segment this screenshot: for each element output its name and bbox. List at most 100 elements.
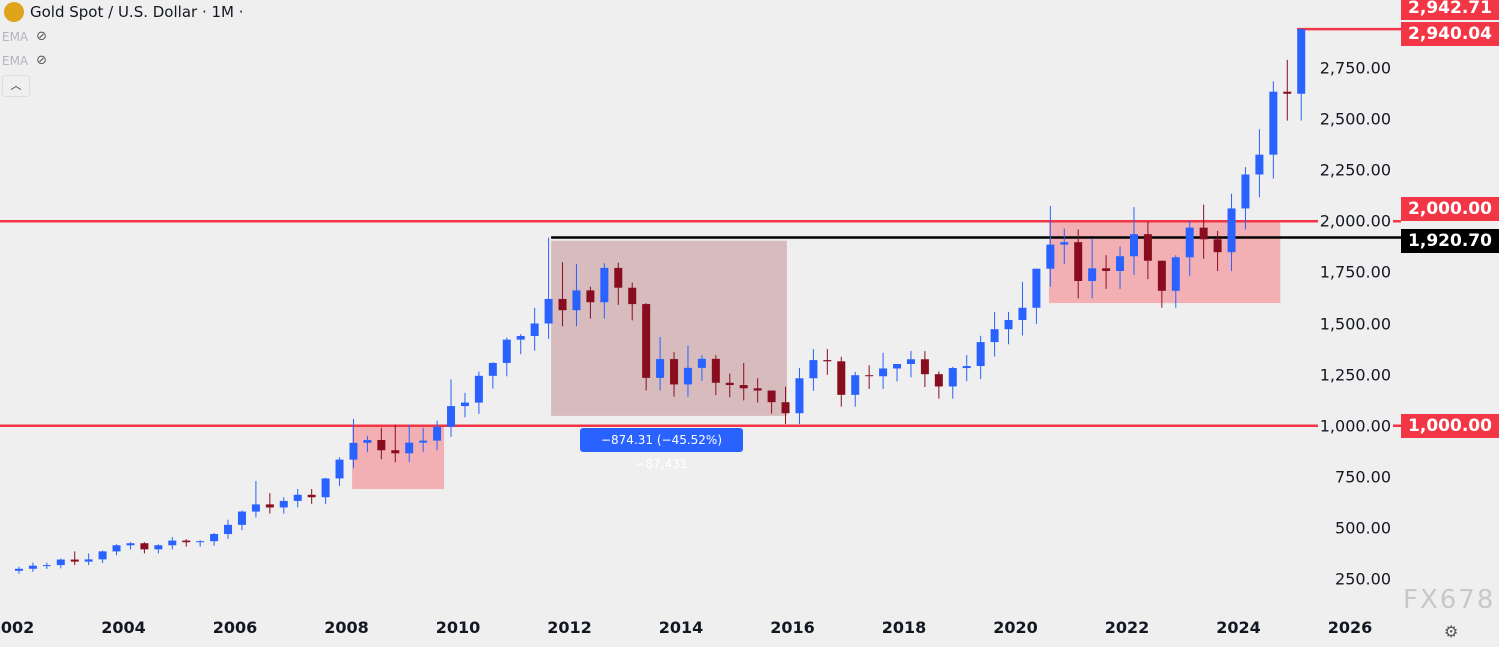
x-axis-label: 2004 <box>101 618 146 637</box>
candle-body <box>391 450 400 454</box>
candle-body <box>182 540 191 543</box>
chevron-up-icon[interactable]: ︿ <box>2 75 30 97</box>
x-axis-label: 2006 <box>212 618 258 637</box>
candle-body <box>893 363 902 369</box>
y-axis-label: 1,000.00 <box>1317 416 1393 436</box>
candle-body <box>154 545 163 550</box>
x-axis-label: 2024 <box>1216 618 1261 637</box>
candle-body <box>628 287 637 305</box>
candle-body <box>1171 257 1180 291</box>
candle-body <box>474 375 483 403</box>
candle-body <box>279 500 288 508</box>
y-axis-label: 1,500.00 <box>1317 314 1393 333</box>
indicator-ema-2[interactable]: EMA ⊘ <box>2 53 47 68</box>
x-axis-label: 2022 <box>1104 618 1150 637</box>
candle-body <box>140 543 149 550</box>
candle-body <box>516 335 525 340</box>
candle-body <box>990 329 999 343</box>
candle-body <box>349 442 358 460</box>
candle-body <box>1088 268 1097 281</box>
candle-body <box>837 361 846 395</box>
candle-body <box>586 290 595 303</box>
candle-body <box>1074 242 1083 281</box>
symbol-legend[interactable]: Gold Spot / U.S. Dollar · 1M · <box>4 2 244 22</box>
candle-body <box>1143 234 1152 261</box>
y-axis-label: 500.00 <box>1333 518 1393 538</box>
x-axis-label: 2020 <box>993 618 1038 637</box>
candle-body <box>1060 242 1069 245</box>
candle-body <box>1116 256 1125 271</box>
candle-body <box>544 298 553 324</box>
candle-body <box>530 323 539 336</box>
price-tag: 2,940.04 <box>1401 22 1499 47</box>
candle-body <box>1255 154 1264 175</box>
y-axis-label: 2,250.00 <box>1317 160 1393 180</box>
gear-icon[interactable]: ⚙ <box>1444 622 1459 641</box>
candle-body <box>920 359 929 375</box>
candle-body <box>56 559 65 566</box>
candle-body <box>558 298 567 311</box>
candle-body <box>70 559 79 562</box>
eye-off-icon[interactable]: ⊘ <box>36 29 48 44</box>
indicator-label: EMA <box>2 53 29 68</box>
price-tag: 2,942.71 <box>1401 0 1499 20</box>
candle-body <box>697 358 706 368</box>
y-axis-label: 1,750.00 <box>1317 262 1393 282</box>
candle-body <box>1283 91 1292 94</box>
candle-body <box>711 358 720 383</box>
price-tag: 1,920.70 <box>1401 229 1499 253</box>
candle-body <box>1032 268 1041 308</box>
candle-body <box>405 442 414 454</box>
y-axis-label: 2,000.00 <box>1317 211 1393 231</box>
candle-body <box>84 559 93 562</box>
candle-body <box>976 342 985 367</box>
candle-body <box>335 459 344 479</box>
candle-body <box>1199 227 1208 240</box>
candle-body <box>767 390 776 403</box>
candle-body <box>168 540 177 546</box>
range-box <box>352 425 445 490</box>
x-axis-label: 2016 <box>770 618 815 637</box>
x-axis-label: 2002 <box>0 618 35 637</box>
candle-body <box>502 339 511 363</box>
candle-body <box>460 402 469 407</box>
candle-body <box>670 359 679 385</box>
candle-body <box>739 385 748 389</box>
candle-body <box>865 375 874 377</box>
candle-body <box>1269 91 1278 155</box>
candle-body <box>126 543 135 546</box>
x-axis-label: 2008 <box>324 618 369 637</box>
candle-body <box>823 360 832 362</box>
y-axis-label: 750.00 <box>1333 467 1393 487</box>
candle-body <box>753 388 762 391</box>
watermark: FX678 <box>1403 585 1496 615</box>
y-axis-label: 1,250.00 <box>1317 365 1393 385</box>
candle-body <box>224 524 233 535</box>
candle-body <box>600 267 609 303</box>
x-axis-label: 2018 <box>881 618 927 637</box>
candle-body <box>1102 268 1111 271</box>
candle-body <box>265 504 274 508</box>
x-axis-label: 2014 <box>658 618 704 637</box>
y-axis-label: 250.00 <box>1333 569 1393 589</box>
eye-off-icon[interactable]: ⊘ <box>36 53 48 68</box>
candle-body <box>614 267 623 288</box>
candle-body <box>237 511 246 525</box>
indicator-ema-1[interactable]: EMA ⊘ <box>2 29 47 44</box>
candle-body <box>948 368 957 387</box>
candle-body <box>1129 234 1138 257</box>
x-axis-label: 2010 <box>435 618 481 637</box>
candle-body <box>1004 320 1013 330</box>
y-axis-label: 2,500.00 <box>1317 109 1393 129</box>
x-axis-label: 2026 <box>1327 618 1373 637</box>
candle-body <box>934 374 943 387</box>
candle-body <box>683 367 692 385</box>
candle-body <box>795 378 804 414</box>
candle-body <box>98 551 107 560</box>
candle-body <box>433 426 442 441</box>
candle-body <box>112 545 121 552</box>
candle-body <box>906 359 915 364</box>
candle-body <box>28 565 37 569</box>
